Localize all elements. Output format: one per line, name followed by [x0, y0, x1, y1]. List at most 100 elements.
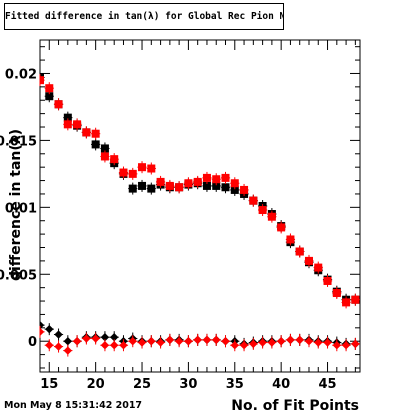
data-point-square	[100, 144, 109, 153]
plot-frame	[39, 39, 361, 373]
data-point-diamond	[221, 337, 230, 346]
y-tick-label: 0.02	[5, 67, 37, 82]
data-point-diamond	[54, 342, 63, 351]
data-point-square	[202, 181, 211, 190]
data-point-diamond	[72, 337, 82, 346]
data-point-square	[230, 185, 239, 194]
chart-title: Fitted difference in tan(λ) for Global R…	[4, 3, 284, 30]
x-tick-label: 35	[226, 377, 244, 392]
data-point-square	[138, 163, 147, 172]
data-point-square	[128, 169, 137, 178]
data-point-diamond	[156, 338, 165, 347]
data-point-diamond	[91, 334, 100, 343]
data-point-square	[91, 129, 100, 138]
data-point-square	[147, 184, 156, 193]
x-axis-label: No. of Fit Points	[231, 398, 359, 414]
data-point-square	[286, 235, 295, 244]
data-point-diamond	[202, 335, 212, 345]
data-point-diamond	[40, 320, 45, 330]
data-point-square	[230, 179, 239, 188]
data-point-diamond	[40, 327, 45, 337]
data-point-square	[63, 120, 72, 129]
y-tick-label: 0.015	[0, 134, 37, 149]
x-tick-label: 45	[318, 377, 336, 392]
data-point-diamond	[147, 337, 156, 346]
data-point-square	[295, 247, 304, 256]
y-tick-label: 0	[28, 335, 37, 350]
data-point-square	[54, 100, 63, 109]
data-point-diamond	[45, 341, 54, 350]
data-point-diamond	[276, 337, 286, 346]
data-point-square	[240, 185, 249, 194]
data-point-diamond	[267, 338, 277, 347]
data-point-square	[221, 183, 230, 192]
data-point-square	[110, 155, 119, 164]
data-point-diamond	[295, 335, 304, 345]
data-point-square	[277, 223, 286, 232]
data-point-square	[100, 152, 109, 161]
data-point-square	[175, 183, 184, 192]
timestamp: Mon May 8 15:31:42 2017	[4, 400, 143, 411]
data-point-square	[351, 295, 360, 304]
data-point-diamond	[63, 337, 73, 346]
data-point-square	[342, 298, 351, 307]
data-point-square	[249, 196, 258, 205]
x-tick-label: 25	[133, 377, 151, 392]
data-point-square	[193, 177, 202, 186]
data-point-square	[119, 168, 128, 177]
data-point-diamond	[341, 341, 351, 350]
data-point-diamond	[82, 334, 91, 343]
data-point-diamond	[249, 339, 258, 349]
data-point-square	[128, 184, 137, 193]
data-point-square	[91, 140, 100, 149]
data-point-diamond	[63, 346, 73, 355]
data-point-square	[147, 164, 156, 173]
data-point-diamond	[193, 335, 202, 345]
data-point-square	[258, 206, 267, 215]
data-point-square	[156, 177, 165, 186]
y-axis-label: difference in tan(λ)	[8, 129, 24, 281]
data-point-square	[45, 84, 54, 93]
data-point-diamond	[54, 330, 63, 339]
y-tick-label: 0.005	[0, 268, 37, 283]
data-point-diamond	[230, 341, 239, 350]
data-point-square	[212, 175, 221, 184]
axis-ticks	[39, 40, 360, 372]
data-point-square	[323, 276, 332, 285]
data-point-square	[40, 76, 44, 85]
data-point-square	[212, 181, 221, 190]
data-point-diamond	[286, 335, 295, 345]
data-point-square	[304, 256, 313, 265]
data-point-square	[202, 173, 211, 182]
data-point-diamond	[100, 332, 110, 342]
data-point-diamond	[351, 339, 360, 349]
data-point-diamond	[119, 341, 128, 350]
x-tick-label: 15	[40, 377, 58, 392]
data-point-diamond	[128, 337, 137, 346]
data-point-diamond	[184, 337, 193, 346]
data-point-diamond	[45, 324, 54, 334]
x-tick-label: 20	[87, 377, 105, 392]
data-point-diamond	[137, 338, 147, 347]
data-point-diamond	[323, 338, 332, 347]
x-tick-label: 30	[179, 377, 197, 392]
data-point-square	[332, 289, 341, 298]
data-point-diamond	[110, 332, 119, 342]
data-point-diamond	[165, 335, 175, 345]
data-point-diamond	[174, 337, 184, 346]
data-point-square	[165, 181, 174, 190]
data-point-diamond	[212, 335, 221, 345]
data-point-square	[63, 113, 72, 122]
data-point-diamond	[100, 341, 110, 350]
data-point-square	[221, 173, 230, 182]
tick-labels: 15 20 25 30 35 40 45 0 0.005 0.01 0.015 0.02	[0, 67, 337, 392]
data-markers	[39, 71, 360, 357]
data-point-diamond	[332, 341, 342, 350]
data-point-diamond	[258, 338, 267, 347]
data-point-diamond	[110, 341, 119, 350]
data-point-square	[82, 128, 91, 137]
y-tick-label: 0.01	[5, 201, 37, 216]
data-point-square	[184, 179, 193, 188]
data-point-square	[45, 92, 54, 101]
data-point-diamond	[314, 338, 323, 347]
